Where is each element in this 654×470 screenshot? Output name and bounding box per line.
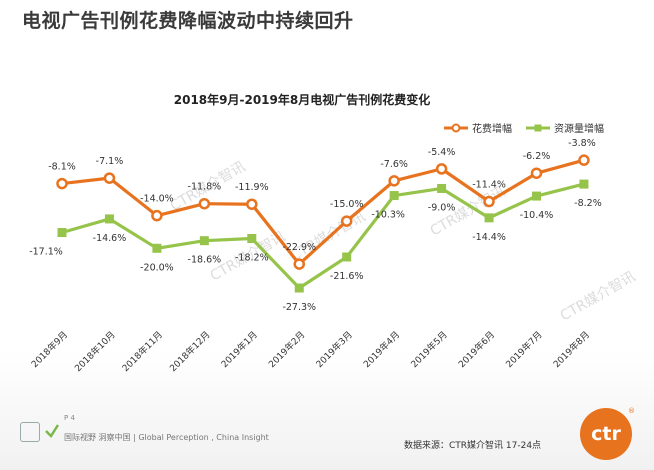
certification-icon bbox=[20, 422, 40, 442]
page-title: 电视广告刊例花费降幅波动中持续回升 bbox=[22, 10, 354, 32]
series-line bbox=[61, 158, 585, 266]
data-label: -8.1% bbox=[48, 162, 76, 173]
x-tick-label: 2019年4月 bbox=[361, 329, 402, 370]
data-point bbox=[389, 191, 399, 201]
footer-brand: P 4 国际视野 洞察中国 | Global Perception , Chin… bbox=[20, 412, 280, 452]
data-label: -18.6% bbox=[188, 255, 222, 266]
data-point bbox=[530, 167, 543, 179]
x-tick-label: 2019年5月 bbox=[408, 329, 449, 370]
registered-mark: ® bbox=[628, 407, 635, 415]
data-point bbox=[199, 236, 209, 246]
data-point bbox=[57, 228, 67, 238]
chart-title: 2018年9月-2019年8月电视广告刊例花费变化 bbox=[174, 92, 430, 107]
x-tick-label: 2019年7月 bbox=[503, 329, 544, 370]
x-tick-label: 2019年6月 bbox=[456, 329, 497, 370]
data-label: -10.3% bbox=[371, 210, 405, 221]
data-label: -11.9% bbox=[235, 182, 269, 193]
x-tick-label: 2018年9月 bbox=[29, 329, 70, 370]
series-line bbox=[61, 182, 585, 290]
data-label: -20.0% bbox=[140, 262, 174, 273]
data-label: -15.0% bbox=[330, 199, 364, 210]
background-shade bbox=[0, 350, 654, 470]
data-point bbox=[246, 198, 258, 210]
legend-marker bbox=[534, 124, 542, 132]
watermark-text: CTR媒介智讯 bbox=[558, 269, 639, 325]
data-point bbox=[532, 191, 541, 201]
data-point bbox=[294, 283, 304, 293]
data-point bbox=[56, 177, 68, 190]
data-label: -11.8% bbox=[188, 182, 222, 193]
footer-slogan: 国际视野 洞察中国 | Global Perception , China In… bbox=[64, 433, 269, 442]
data-point bbox=[103, 172, 116, 184]
data-label: -27.3% bbox=[282, 302, 316, 313]
page-number: P 4 bbox=[64, 414, 75, 422]
data-point bbox=[388, 175, 400, 187]
data-point bbox=[152, 243, 162, 253]
data-label: -8.2% bbox=[574, 198, 602, 209]
data-point bbox=[579, 179, 589, 189]
x-tick-label: 2019年1月 bbox=[218, 329, 259, 370]
data-label: -7.1% bbox=[96, 156, 124, 167]
data-point bbox=[151, 209, 163, 222]
data-point bbox=[247, 234, 257, 244]
x-tick-label: 2019年2月 bbox=[266, 329, 307, 370]
data-label: -22.9% bbox=[282, 242, 316, 253]
data-label: -10.4% bbox=[520, 210, 554, 221]
x-tick-label: 2018年10月 bbox=[72, 329, 118, 375]
legend-label: 花费增幅 bbox=[472, 122, 512, 135]
ctr-logo: ctr bbox=[580, 408, 632, 460]
data-source: 数据来源：CTR媒介智讯 17-24点 bbox=[404, 441, 542, 451]
legend-label: 资源量增幅 bbox=[554, 122, 604, 135]
data-label: -6.2% bbox=[523, 151, 551, 162]
data-label: -14.4% bbox=[472, 232, 506, 243]
x-tick-label: 2019年3月 bbox=[313, 329, 354, 370]
checkmark-icon bbox=[45, 424, 60, 438]
data-label: -11.4% bbox=[472, 180, 506, 191]
data-point bbox=[198, 197, 211, 210]
data-point bbox=[484, 213, 494, 223]
data-point bbox=[340, 215, 353, 227]
data-point bbox=[435, 163, 448, 175]
data-point bbox=[483, 195, 495, 208]
data-point bbox=[104, 214, 114, 224]
data-label: -3.8% bbox=[568, 138, 596, 149]
x-tick-label: 2019年8月 bbox=[551, 329, 592, 370]
x-tick-label: 2018年11月 bbox=[120, 329, 166, 375]
legend-marker bbox=[451, 123, 461, 133]
data-point bbox=[578, 154, 590, 166]
data-point bbox=[342, 252, 352, 262]
data-label: -5.4% bbox=[428, 147, 456, 158]
data-label: -14.0% bbox=[140, 194, 174, 205]
data-label: -9.0% bbox=[428, 202, 456, 213]
x-tick-label: 2018年12月 bbox=[167, 329, 213, 375]
data-point bbox=[437, 183, 447, 193]
data-label: -14.6% bbox=[93, 233, 127, 244]
data-label: -18.2% bbox=[235, 253, 269, 264]
data-point bbox=[293, 258, 305, 270]
data-label: -21.6% bbox=[330, 271, 364, 282]
data-label: -17.1% bbox=[29, 247, 63, 258]
data-label: -7.6% bbox=[380, 159, 408, 170]
